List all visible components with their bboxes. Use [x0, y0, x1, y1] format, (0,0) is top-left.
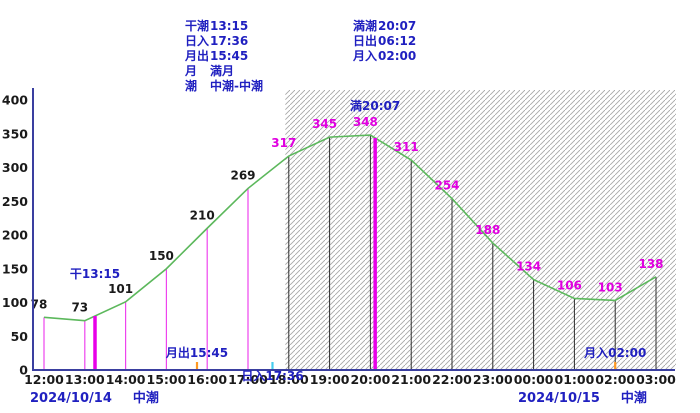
y-tick-label: 300	[2, 160, 28, 175]
y-tick-label: 150	[2, 261, 28, 276]
info-row-moonrise: 月出15:45	[185, 49, 263, 64]
tide-value-label: 210	[190, 208, 215, 222]
info-row-high-tide: 満潮20:07	[353, 19, 416, 34]
sunrise-time: 06:12	[378, 34, 417, 48]
moonrise-time: 15:45	[210, 49, 249, 63]
y-tick-label: 100	[2, 295, 28, 310]
x-tick-label: 17:00	[228, 372, 268, 387]
tide-type: 中潮-中潮	[210, 79, 263, 93]
date-right-value: 2024/10/15	[518, 391, 600, 406]
tide-value-label: 254	[434, 179, 459, 193]
x-tick-label: 22:00	[432, 372, 472, 387]
x-tick-label: 00:00	[514, 372, 554, 387]
tide-right-value: 中潮	[620, 391, 647, 406]
y-tick-label: 350	[2, 126, 28, 141]
high-tide-label: 満潮	[353, 19, 378, 33]
tide-value-label: 106	[557, 278, 582, 292]
x-tick-label: 18:00	[269, 372, 309, 387]
sunset-time: 17:36	[210, 34, 249, 48]
tide-info-right: 満潮20:07 日出06:12 月入02:00	[353, 19, 416, 64]
sunset-annotation: 日入17:36	[241, 369, 303, 383]
tide-value-label: 311	[394, 140, 419, 154]
date-left: 2024/10/14 中潮	[30, 387, 159, 406]
x-tick-label: 20:00	[351, 372, 391, 387]
moon-phase: 満月	[210, 64, 235, 78]
x-tick-label: 23:00	[473, 372, 513, 387]
tide-value-label: 138	[638, 257, 663, 271]
x-tick-label: 14:00	[106, 372, 146, 387]
info-row-sunrise: 日出06:12	[353, 34, 416, 49]
info-row-low-tide: 干潮13:15	[185, 19, 263, 34]
date-left-value: 2024/10/14	[30, 391, 112, 406]
y-tick-label: 400	[2, 93, 28, 108]
low-tide-annotation: 干13:15	[70, 267, 120, 281]
x-tick-label: 16:00	[187, 372, 227, 387]
low-tide-time: 13:15	[210, 19, 249, 33]
tide-value-label: 188	[475, 223, 500, 237]
tide-value-label: 150	[149, 249, 174, 263]
tide-value-label: 78	[31, 297, 48, 311]
sunrise-label: 日出	[353, 34, 378, 48]
y-tick-label: 0	[19, 363, 28, 378]
moonset-tick	[614, 362, 617, 371]
tide-value-label: 269	[230, 168, 255, 182]
moonset-annotation: 月入02:00	[583, 346, 646, 360]
tide-label: 潮	[185, 79, 198, 93]
moon-label: 月	[185, 64, 198, 78]
x-tick-label: 21:00	[391, 372, 431, 387]
y-tick-label: 200	[2, 228, 28, 243]
tide-left-value: 中潮	[132, 391, 159, 406]
tide-value-label: 134	[516, 260, 541, 274]
low-tide-label: 干潮	[185, 19, 210, 33]
tide-value-label: 101	[108, 282, 133, 296]
x-tick-label: 12:00	[24, 372, 64, 387]
tide-value-label: 73	[71, 301, 88, 315]
y-tick-label: 50	[11, 329, 29, 344]
tide-value-label: 103	[598, 280, 623, 294]
x-tick-label: 15:00	[147, 372, 187, 387]
info-row-moonset: 月入02:00	[353, 49, 416, 64]
x-tick-label: 03:00	[636, 372, 676, 387]
moonset-label: 月入	[353, 49, 378, 63]
y-tick-label: 250	[2, 194, 28, 209]
tide-value-label: 348	[353, 115, 378, 129]
high-tide-time: 20:07	[378, 19, 417, 33]
sunset-label: 日入	[185, 34, 210, 48]
x-tick-label: 01:00	[555, 372, 595, 387]
moonrise-tick	[195, 362, 199, 371]
tide-curve	[43, 134, 657, 322]
tide-value-label: 317	[271, 136, 296, 150]
x-tick-label: 19:00	[310, 372, 350, 387]
info-row-moon-phase: 月満月	[185, 64, 263, 79]
info-row-sunset: 日入17:36	[185, 34, 263, 49]
tide-info-left: 干潮13:15 日入17:36 月出15:45 月満月 潮中潮-中潮	[185, 19, 263, 94]
sunset-tick	[271, 362, 274, 371]
x-tick-label: 02:00	[595, 372, 635, 387]
date-right: 2024/10/15 中潮	[518, 387, 647, 406]
moonset-time: 02:00	[378, 49, 417, 63]
x-tick-label: 13:00	[65, 372, 105, 387]
tide-value-label: 345	[312, 117, 337, 131]
moonrise-label: 月出	[185, 49, 210, 63]
info-row-tide-type: 潮中潮-中潮	[185, 79, 263, 94]
high-tide-annotation: 満20:07	[350, 98, 400, 113]
moonrise-annotation: 月出15:45	[165, 345, 228, 360]
